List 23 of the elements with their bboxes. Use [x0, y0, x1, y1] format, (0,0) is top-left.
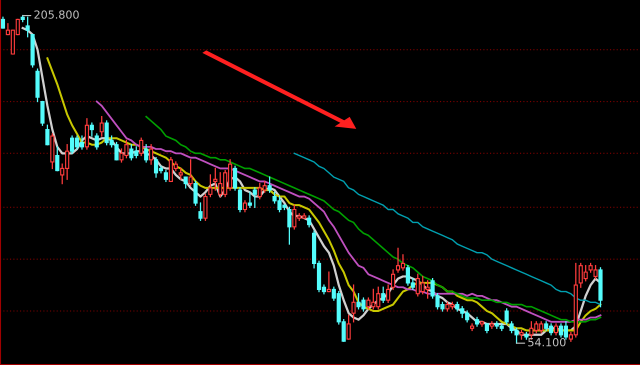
candlestick — [287, 206, 292, 245]
candlestick — [139, 138, 144, 156]
candlestick — [504, 308, 509, 325]
candlestick — [50, 133, 54, 170]
candlestick — [26, 16, 30, 38]
annotation: 205.800 — [34, 10, 79, 19]
candlestick — [386, 284, 390, 303]
candlestick — [252, 187, 257, 208]
candlestick — [307, 215, 312, 228]
candlestick — [490, 321, 494, 329]
annotation: 54.100 — [528, 338, 566, 346]
candlestick — [248, 192, 252, 208]
candlestick — [242, 200, 248, 212]
candlestick — [208, 174, 212, 198]
candlestick — [94, 133, 99, 150]
candlestick — [90, 122, 94, 137]
candlestick — [381, 286, 386, 303]
candlestick — [100, 116, 104, 137]
candlestick — [144, 144, 148, 163]
candlestick — [188, 159, 193, 186]
candlestick — [213, 168, 218, 191]
candlestick — [268, 176, 272, 193]
candlestick — [178, 168, 183, 180]
